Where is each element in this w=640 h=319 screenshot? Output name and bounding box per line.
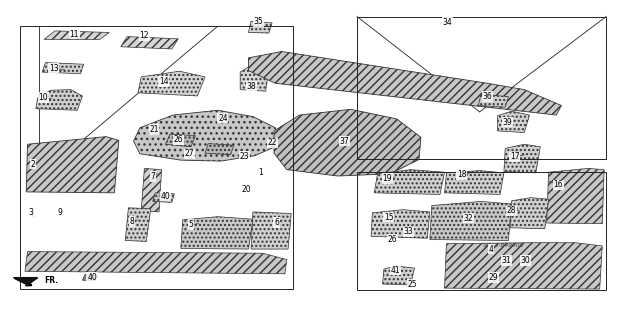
Text: 40: 40: [161, 191, 170, 201]
Polygon shape: [274, 109, 421, 176]
Polygon shape: [478, 94, 508, 107]
Polygon shape: [510, 197, 548, 229]
Polygon shape: [205, 144, 234, 155]
Text: 3: 3: [28, 208, 33, 217]
Polygon shape: [180, 217, 253, 249]
Bar: [20, 26, 293, 289]
Polygon shape: [248, 51, 561, 115]
Polygon shape: [83, 274, 98, 281]
Text: 34: 34: [443, 18, 452, 27]
Text: 36: 36: [483, 92, 492, 101]
Text: 14: 14: [159, 77, 168, 86]
Polygon shape: [497, 111, 529, 132]
Text: 23: 23: [240, 152, 250, 161]
Polygon shape: [134, 110, 278, 161]
Text: SM43-B49008: SM43-B49008: [483, 243, 524, 248]
Text: 25: 25: [408, 279, 417, 288]
Text: 15: 15: [384, 213, 394, 222]
Text: 12: 12: [140, 31, 149, 40]
Text: 35: 35: [254, 17, 264, 26]
Text: 21: 21: [149, 125, 159, 134]
Text: 7: 7: [150, 172, 155, 181]
Text: 13: 13: [49, 63, 58, 72]
Text: 41: 41: [390, 265, 400, 275]
Text: 33: 33: [403, 227, 413, 236]
Text: 22: 22: [268, 138, 277, 147]
Polygon shape: [374, 170, 445, 195]
Text: 9: 9: [57, 208, 62, 217]
Text: 8: 8: [129, 217, 134, 226]
Text: 2: 2: [30, 160, 35, 169]
Polygon shape: [13, 278, 38, 285]
Text: 18: 18: [457, 170, 467, 179]
Text: 29: 29: [489, 273, 499, 282]
Polygon shape: [25, 252, 287, 274]
Polygon shape: [125, 208, 151, 241]
Text: 27: 27: [184, 149, 194, 158]
Text: 32: 32: [463, 214, 473, 223]
Text: 20: 20: [242, 185, 252, 194]
Bar: [357, 172, 606, 290]
Text: 5: 5: [189, 220, 193, 229]
Polygon shape: [138, 71, 205, 96]
Polygon shape: [141, 168, 162, 212]
Text: FR.: FR.: [44, 276, 58, 285]
Polygon shape: [430, 201, 511, 241]
Text: 4: 4: [489, 245, 493, 254]
Text: 37: 37: [339, 137, 349, 145]
Text: 11: 11: [69, 30, 79, 39]
Text: 39: 39: [502, 117, 512, 127]
Text: 1: 1: [258, 168, 263, 177]
Text: 28: 28: [507, 206, 516, 215]
Polygon shape: [36, 90, 83, 110]
Polygon shape: [371, 210, 430, 238]
Polygon shape: [153, 193, 174, 202]
Text: 31: 31: [502, 256, 511, 265]
Bar: [357, 17, 606, 159]
Polygon shape: [248, 21, 272, 33]
Polygon shape: [240, 64, 269, 91]
Polygon shape: [547, 168, 604, 224]
Text: 40: 40: [87, 273, 97, 282]
Text: 6: 6: [274, 218, 279, 227]
Text: 30: 30: [521, 256, 531, 265]
Polygon shape: [42, 63, 84, 74]
Polygon shape: [26, 137, 119, 193]
Text: 19: 19: [382, 174, 392, 183]
Text: 16: 16: [554, 181, 563, 189]
Text: 10: 10: [38, 93, 48, 102]
Text: 17: 17: [510, 152, 520, 161]
Polygon shape: [44, 31, 109, 40]
Polygon shape: [445, 171, 504, 195]
Text: 26: 26: [173, 135, 183, 144]
Polygon shape: [445, 243, 602, 289]
Text: 38: 38: [246, 82, 256, 91]
Polygon shape: [166, 134, 195, 147]
Text: 26: 26: [387, 235, 397, 244]
Polygon shape: [383, 266, 415, 285]
Polygon shape: [121, 37, 178, 49]
Polygon shape: [504, 144, 540, 173]
Text: 24: 24: [218, 114, 228, 123]
Polygon shape: [251, 212, 291, 249]
